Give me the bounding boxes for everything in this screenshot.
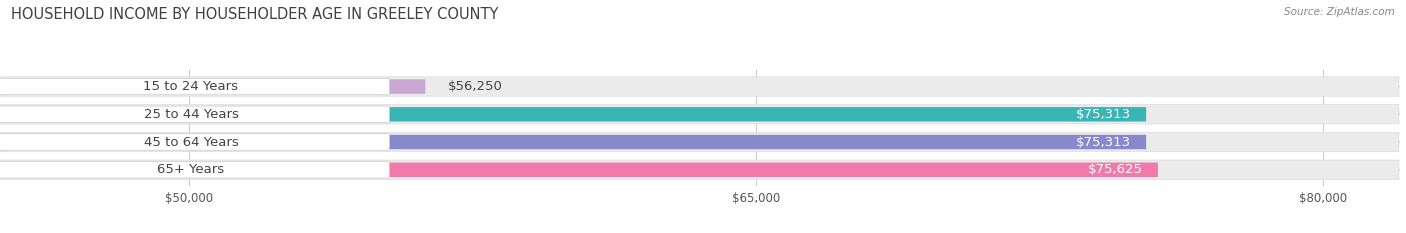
- FancyBboxPatch shape: [0, 105, 1399, 124]
- FancyBboxPatch shape: [0, 134, 389, 150]
- Text: $56,250: $56,250: [449, 80, 503, 93]
- Text: $75,313: $75,313: [1076, 108, 1130, 121]
- FancyBboxPatch shape: [0, 107, 1146, 121]
- Text: 15 to 24 Years: 15 to 24 Years: [143, 80, 239, 93]
- Text: HOUSEHOLD INCOME BY HOUSEHOLDER AGE IN GREELEY COUNTY: HOUSEHOLD INCOME BY HOUSEHOLDER AGE IN G…: [11, 7, 499, 22]
- Text: $75,313: $75,313: [1076, 136, 1130, 148]
- FancyBboxPatch shape: [0, 78, 389, 95]
- FancyBboxPatch shape: [0, 160, 1399, 179]
- FancyBboxPatch shape: [0, 79, 426, 94]
- FancyBboxPatch shape: [0, 161, 389, 178]
- FancyBboxPatch shape: [0, 106, 389, 123]
- Text: 25 to 44 Years: 25 to 44 Years: [143, 108, 239, 121]
- Text: 65+ Years: 65+ Years: [157, 163, 225, 176]
- FancyBboxPatch shape: [0, 77, 1399, 96]
- Text: 45 to 64 Years: 45 to 64 Years: [143, 136, 238, 148]
- Text: Source: ZipAtlas.com: Source: ZipAtlas.com: [1284, 7, 1395, 17]
- Text: $75,625: $75,625: [1088, 163, 1143, 176]
- FancyBboxPatch shape: [0, 135, 1146, 149]
- FancyBboxPatch shape: [0, 163, 1159, 177]
- FancyBboxPatch shape: [0, 132, 1399, 152]
